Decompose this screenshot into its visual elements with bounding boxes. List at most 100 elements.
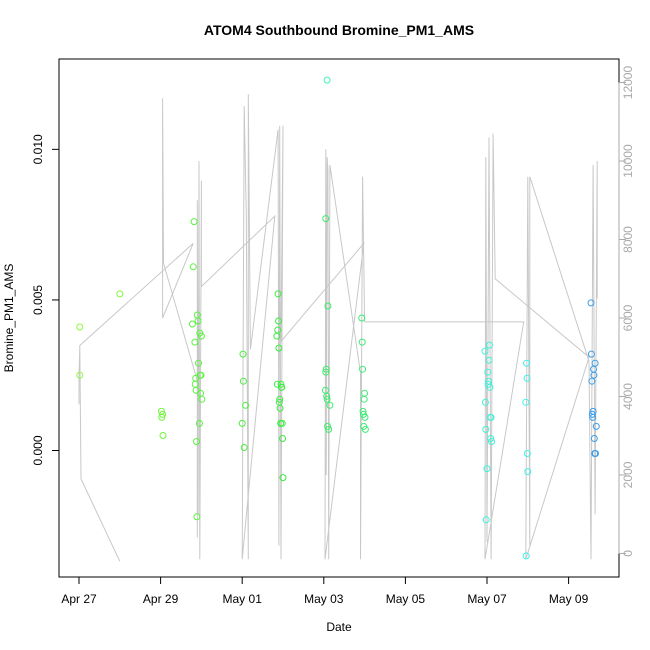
y-axis: 0.000 0.005 0.010 bbox=[31, 134, 60, 466]
data-point bbox=[487, 435, 495, 442]
data-point bbox=[276, 404, 284, 412]
data-point bbox=[194, 317, 202, 325]
data-point bbox=[361, 389, 369, 397]
y-axis-label: Bromine_PM1_AMS bbox=[2, 264, 16, 373]
y-tick-label: 0.005 bbox=[31, 285, 45, 315]
data-point bbox=[76, 371, 84, 379]
data-point bbox=[592, 450, 599, 457]
data-point bbox=[195, 359, 202, 367]
data-point bbox=[325, 425, 333, 433]
y2-tick-label: 12000 bbox=[621, 66, 635, 100]
data-point bbox=[193, 438, 200, 445]
data-point bbox=[76, 323, 84, 331]
x-tick-label: Apr 29 bbox=[143, 592, 179, 606]
data-point bbox=[189, 263, 197, 271]
x-axis-label: Date bbox=[326, 620, 352, 634]
data-point bbox=[159, 410, 167, 418]
data-point bbox=[279, 435, 287, 442]
data-point bbox=[191, 338, 199, 346]
data-point bbox=[323, 76, 331, 84]
data-point bbox=[159, 432, 167, 439]
data-point bbox=[360, 395, 368, 403]
data-point bbox=[359, 407, 367, 415]
data-point bbox=[274, 290, 282, 298]
data-point bbox=[481, 347, 489, 355]
data-point bbox=[239, 377, 247, 385]
chart-title: ATOM4 Southbound Bromine_PM1_AMS bbox=[204, 22, 474, 38]
plot-frame bbox=[58, 58, 620, 578]
x-tick-label: May 01 bbox=[223, 592, 263, 606]
x-tick-label: Apr 27 bbox=[61, 592, 97, 606]
data-point bbox=[326, 401, 334, 409]
data-point bbox=[523, 359, 531, 367]
data-point bbox=[279, 474, 287, 482]
data-point bbox=[523, 450, 531, 457]
data-point bbox=[587, 299, 595, 307]
data-point bbox=[481, 398, 489, 406]
data-points-layer bbox=[76, 76, 600, 560]
x-tick-label: May 03 bbox=[304, 592, 344, 606]
data-point bbox=[588, 377, 596, 385]
data-point bbox=[242, 401, 249, 409]
data-point bbox=[323, 392, 331, 400]
data-point bbox=[322, 215, 330, 223]
data-point bbox=[322, 368, 330, 376]
data-point bbox=[116, 290, 124, 298]
data-point bbox=[591, 359, 599, 367]
data-point bbox=[190, 218, 198, 226]
x-tick-label: May 09 bbox=[549, 592, 589, 606]
data-point bbox=[592, 422, 600, 430]
altitude-track-layer bbox=[78, 94, 598, 562]
data-point bbox=[482, 425, 490, 433]
data-point bbox=[240, 444, 248, 451]
y2-tick-label: 8000 bbox=[621, 226, 635, 253]
data-point bbox=[158, 413, 166, 421]
data-point bbox=[361, 413, 369, 421]
data-point bbox=[588, 410, 596, 418]
data-point bbox=[358, 314, 366, 322]
data-point bbox=[324, 302, 332, 310]
data-point bbox=[485, 341, 493, 349]
data-point bbox=[195, 419, 203, 427]
altitude-line bbox=[78, 94, 598, 562]
data-point bbox=[358, 338, 366, 346]
x-tick-label: May 07 bbox=[467, 592, 507, 606]
data-point bbox=[278, 383, 286, 391]
data-point bbox=[188, 320, 196, 328]
data-point bbox=[277, 380, 285, 388]
x-axis: Apr 27 Apr 29 May 01 May 03 May 05 May 07 May … bbox=[61, 576, 589, 606]
data-point bbox=[522, 552, 530, 560]
data-point bbox=[198, 395, 206, 403]
data-point bbox=[587, 350, 595, 358]
y2-tick-label: 2000 bbox=[621, 461, 635, 488]
y-tick-label: 0.010 bbox=[31, 134, 45, 164]
data-point bbox=[589, 407, 597, 415]
data-point bbox=[590, 371, 598, 379]
y2-tick-label: 6000 bbox=[621, 304, 635, 331]
y2-tick-label: 4000 bbox=[621, 383, 635, 410]
y2-tick-label: 0 bbox=[621, 550, 635, 557]
data-point bbox=[276, 395, 284, 403]
data-point bbox=[323, 395, 331, 403]
data-point bbox=[483, 465, 491, 473]
data-point bbox=[486, 383, 494, 391]
data-point bbox=[197, 371, 205, 379]
data-point bbox=[278, 419, 286, 427]
data-point bbox=[193, 513, 201, 521]
x-tick-label: May 05 bbox=[386, 592, 426, 606]
data-point bbox=[523, 374, 531, 382]
data-point bbox=[524, 468, 532, 476]
y2-axis: 0 2000 4000 6000 8000 10000 12000 bbox=[618, 66, 635, 557]
data-point bbox=[274, 326, 282, 334]
data-point bbox=[482, 516, 490, 524]
data-point bbox=[488, 438, 495, 445]
data-point bbox=[322, 365, 330, 373]
y2-tick-label: 10000 bbox=[621, 144, 635, 178]
data-point bbox=[275, 344, 283, 352]
data-point bbox=[484, 368, 492, 376]
data-point bbox=[487, 413, 495, 421]
data-point bbox=[359, 365, 367, 373]
data-point bbox=[485, 356, 493, 364]
data-point bbox=[239, 350, 247, 358]
